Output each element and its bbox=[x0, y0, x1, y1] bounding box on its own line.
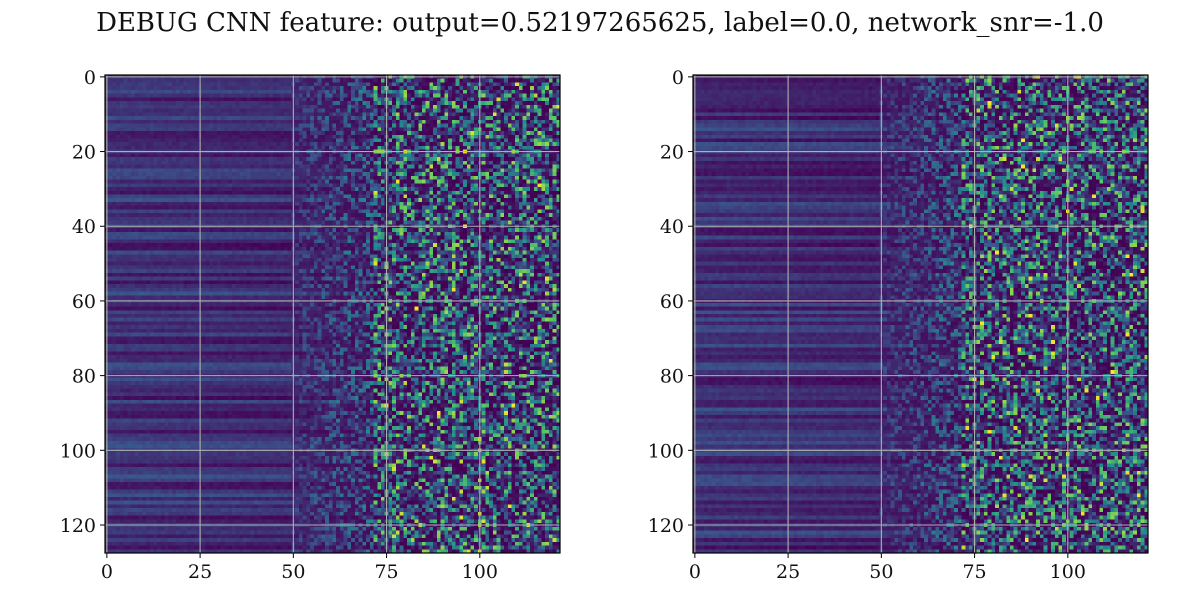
y-tick-label-0: 0 bbox=[672, 67, 684, 89]
x-tick-label-100: 100 bbox=[462, 561, 498, 583]
x-tick-label-50: 50 bbox=[869, 561, 893, 583]
y-tick-label-0: 0 bbox=[84, 67, 96, 89]
x-tick-label-25: 25 bbox=[776, 561, 800, 583]
heatmap-axes-left: 0 25 50 75 100 0 20 40 60 80 100 120 bbox=[60, 67, 561, 583]
y-tick-label-80: 80 bbox=[660, 366, 684, 388]
y-tick-label-40: 40 bbox=[72, 216, 96, 238]
x-tick-label-100: 100 bbox=[1050, 561, 1086, 583]
x-tick-label-75: 75 bbox=[374, 561, 398, 583]
y-tick-label-60: 60 bbox=[660, 291, 684, 313]
y-tick-label-40: 40 bbox=[660, 216, 684, 238]
y-tick-label-100: 100 bbox=[60, 440, 96, 462]
y-tick-label-120: 120 bbox=[60, 515, 96, 537]
figure-title: DEBUG CNN feature: output=0.52197265625,… bbox=[96, 8, 1104, 38]
y-tick-label-80: 80 bbox=[72, 366, 96, 388]
y-tick-label-20: 20 bbox=[72, 142, 96, 164]
plot-frame bbox=[692, 74, 1149, 554]
y-tick-label-100: 100 bbox=[648, 440, 684, 462]
x-tick-label-0: 0 bbox=[689, 561, 701, 583]
x-tick-label-75: 75 bbox=[962, 561, 986, 583]
plot-frame bbox=[104, 74, 561, 554]
heatmap-image-right bbox=[693, 75, 1148, 553]
y-tick-label-120: 120 bbox=[648, 515, 684, 537]
x-tick-label-50: 50 bbox=[281, 561, 305, 583]
y-tick-label-60: 60 bbox=[72, 291, 96, 313]
heatmap-panel-right: 0 25 50 75 100 0 20 40 60 80 100 120 bbox=[600, 0, 1200, 600]
heatmap-axes-right: 0 25 50 75 100 0 20 40 60 80 100 120 bbox=[648, 67, 1149, 583]
x-tick-label-25: 25 bbox=[188, 561, 212, 583]
heatmap-image-left bbox=[105, 75, 560, 553]
y-tick-label-20: 20 bbox=[660, 142, 684, 164]
x-tick-label-0: 0 bbox=[101, 561, 113, 583]
heatmap-panel-left: 0 25 50 75 100 0 20 40 60 80 100 120 bbox=[60, 67, 561, 583]
